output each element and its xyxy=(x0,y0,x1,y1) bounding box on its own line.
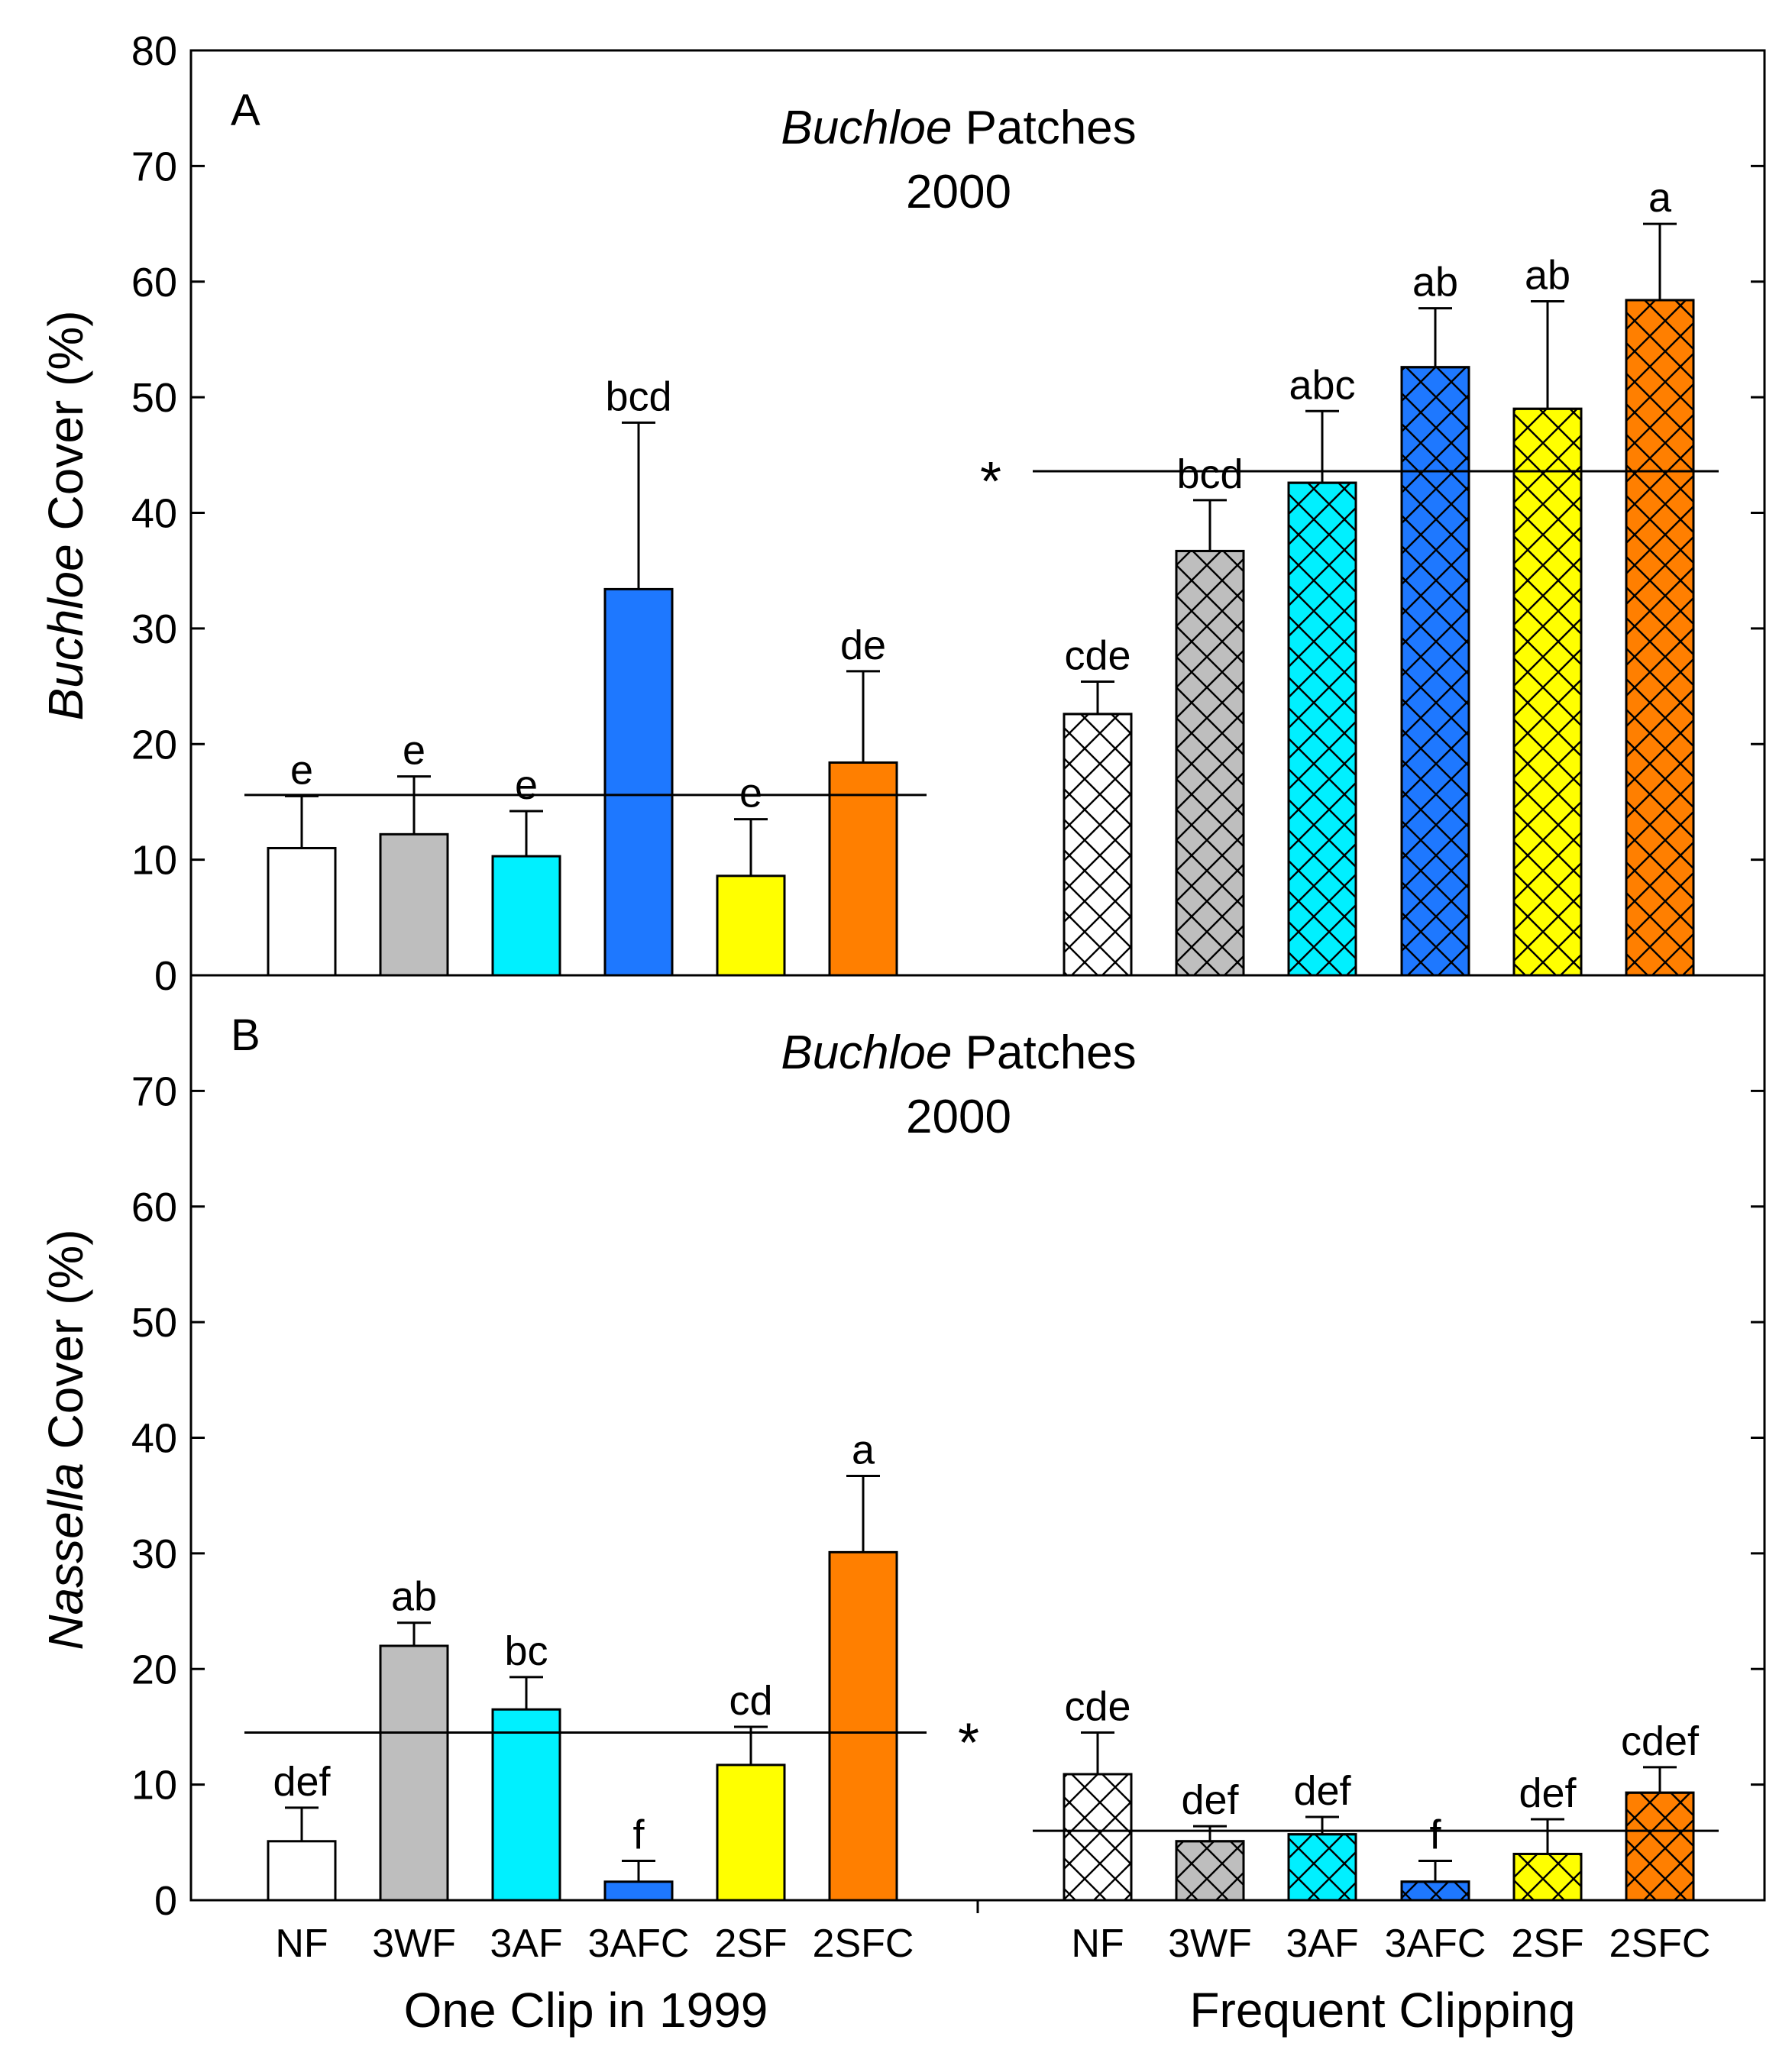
panel-b-title: Buchloe Patches xyxy=(781,1026,1136,1079)
panel-b-bar-2sf xyxy=(716,1763,786,1902)
panel-a-bar-hatch-3af xyxy=(1287,481,1357,977)
panel-b-y-label: Nassella Cover (%) xyxy=(38,1229,93,1650)
panel-a-significance-letter: e xyxy=(290,747,313,793)
panel-b-title-year: 2000 xyxy=(906,1091,1011,1143)
panel-a-bar-hatch-2sfc xyxy=(1625,299,1695,977)
panel-a-y-tick-label: 60 xyxy=(131,260,177,305)
panel-a-y-axis: 0 10 20 30 40 50 60 70 80 xyxy=(131,28,1765,999)
panel-b-y-tick-label: 20 xyxy=(131,1647,177,1692)
panel-b-significance-asterisk: * xyxy=(958,1713,979,1774)
panel-a-y-tick-label: 40 xyxy=(131,491,177,537)
x-tick-label-nf: NF xyxy=(275,1922,328,1966)
panel-b-y-tick-label: 40 xyxy=(131,1416,177,1462)
panel-b-significance-letter: ab xyxy=(391,1574,437,1620)
panel-a-significance-letter: e xyxy=(403,728,425,774)
panel-b-significance-letter: bc xyxy=(504,1628,548,1674)
panel-b-bar-hatch-3af xyxy=(1287,1833,1357,1902)
x-tick-label-3af: 3AF xyxy=(490,1922,562,1966)
x-tick-label-2sf: 2SF xyxy=(1511,1922,1583,1966)
panel-b-bar-3af xyxy=(491,1708,561,1902)
panel-a-bar-nf xyxy=(267,846,337,977)
group-label-right: Frequent Clipping xyxy=(1189,1983,1575,2038)
panel-b-significance-letter: a xyxy=(852,1427,875,1472)
panel-b-significance-letter: def xyxy=(1293,1768,1351,1814)
panel-b-y-tick-label: 60 xyxy=(131,1185,177,1230)
panel-a-y-tick-label: 50 xyxy=(131,375,177,421)
panel-b-significance-letter: def xyxy=(1519,1770,1577,1816)
panel-b-bar-3afc xyxy=(603,1880,674,1902)
panel-a-title-year: 2000 xyxy=(906,166,1011,218)
panel-a-title: Buchloe Patches xyxy=(781,102,1136,154)
panel-b-bar-hatch-3afc xyxy=(1400,1880,1470,1902)
panel-b-significance-letter: f xyxy=(632,1812,645,1858)
panel-b-y-tick-label: 70 xyxy=(131,1068,177,1114)
panel-b-y-tick-label: 10 xyxy=(131,1763,177,1809)
panel-b-bar-hatch-nf xyxy=(1063,1773,1133,1902)
panel-a-bar-2sf xyxy=(716,874,786,977)
panel-a-significance-letter: ab xyxy=(1412,260,1458,305)
panel-a-significance-letter: e xyxy=(739,771,762,816)
panel-a-significance-letter: abc xyxy=(1289,362,1355,408)
x-tick-label-2sf: 2SF xyxy=(714,1922,787,1966)
x-tick-label-nf: NF xyxy=(1071,1922,1124,1966)
panel-a-significance-asterisk: * xyxy=(980,451,1001,512)
panel-a-y-tick-label: 80 xyxy=(131,28,177,74)
x-axis-category-labels: NF 3WF 3AF 3AFC 2SF 2SFC NF 3WF 3AF 3AFC 2SF 2SFC xyxy=(275,1922,1710,1966)
panel-b-bar-hatch-2sfc xyxy=(1625,1791,1695,1902)
panel-a-bar-3af xyxy=(491,855,561,977)
panel-a-y-tick-label: 20 xyxy=(131,722,177,768)
panel-a-y-tick-label: 0 xyxy=(154,953,177,999)
panel-b-y-tick-label: 0 xyxy=(154,1878,177,1924)
panel-b-significance-letter: cde xyxy=(1064,1684,1131,1730)
panel-b-y-axis: 0 10 20 30 40 50 60 70 xyxy=(131,1068,1765,1924)
panel-a-significance-letter: bcd xyxy=(1176,451,1243,497)
panel-b-bar-nf xyxy=(267,1840,337,1902)
panel-a-y-tick-label: 70 xyxy=(131,144,177,189)
panel-a-letter: A xyxy=(231,86,260,135)
panel-a-significance-letter: e xyxy=(515,762,538,808)
x-tick-label-2sfc: 2SFC xyxy=(813,1922,914,1966)
panel-a-bar-hatch-2sf xyxy=(1512,407,1583,977)
panel-a-bar-2sfc xyxy=(828,761,898,977)
x-tick-label-3afc: 3AFC xyxy=(588,1922,690,1966)
panel-a-significance-letter: ab xyxy=(1525,252,1570,298)
panel-a-significance-letter: cde xyxy=(1064,633,1131,679)
x-tick-label-3afc: 3AFC xyxy=(1385,1922,1486,1966)
panel-a-bar-3afc xyxy=(603,587,674,977)
panel-a-bar-hatch-3afc xyxy=(1400,366,1470,977)
panel-b-significance-letter: def xyxy=(1181,1777,1239,1823)
x-tick-label-2sfc: 2SFC xyxy=(1609,1922,1711,1966)
panel-b-significance-letter: cdef xyxy=(1621,1718,1700,1764)
panel-b-letter: B xyxy=(231,1010,260,1060)
panel-b-significance-letter: f xyxy=(1429,1812,1441,1858)
panel-b-significance-letter: def xyxy=(273,1759,331,1805)
panel-b-bar-2sfc xyxy=(828,1550,898,1902)
panel-a-y-tick-label: 30 xyxy=(131,606,177,652)
panel-b-bar-hatch-3wf xyxy=(1175,1840,1245,1902)
x-tick-label-3af: 3AF xyxy=(1286,1922,1358,1966)
panel-a-bar-hatch-nf xyxy=(1063,713,1133,977)
panel-a-significance-letter: bcd xyxy=(605,373,671,419)
panel-a-bar-hatch-3wf xyxy=(1175,549,1245,977)
panel-a-y-label: Buchloe Cover (%) xyxy=(38,310,93,720)
panel-b-y-tick-label: 30 xyxy=(131,1531,177,1577)
group-label-left: One Clip in 1999 xyxy=(404,1983,768,2038)
panel-b-bar-3wf xyxy=(379,1644,449,1902)
panel-a-bar-3wf xyxy=(379,832,449,977)
panel-a-significance-letter: de xyxy=(840,622,886,668)
panel-b-y-tick-label: 50 xyxy=(131,1300,177,1346)
panel-b-significance-letter: cd xyxy=(729,1678,772,1724)
panel-a-y-tick-label: 10 xyxy=(131,838,177,884)
panel-a-significance-letter: a xyxy=(1648,175,1672,221)
x-tick-label-3wf: 3WF xyxy=(372,1922,456,1966)
panel-b: 0 10 20 30 40 50 60 70 def ab bc f cd a * cde def def f de… xyxy=(38,974,1766,1924)
x-tick-label-3wf: 3WF xyxy=(1168,1922,1252,1966)
panel-b-bar-hatch-2sf xyxy=(1512,1852,1583,1902)
